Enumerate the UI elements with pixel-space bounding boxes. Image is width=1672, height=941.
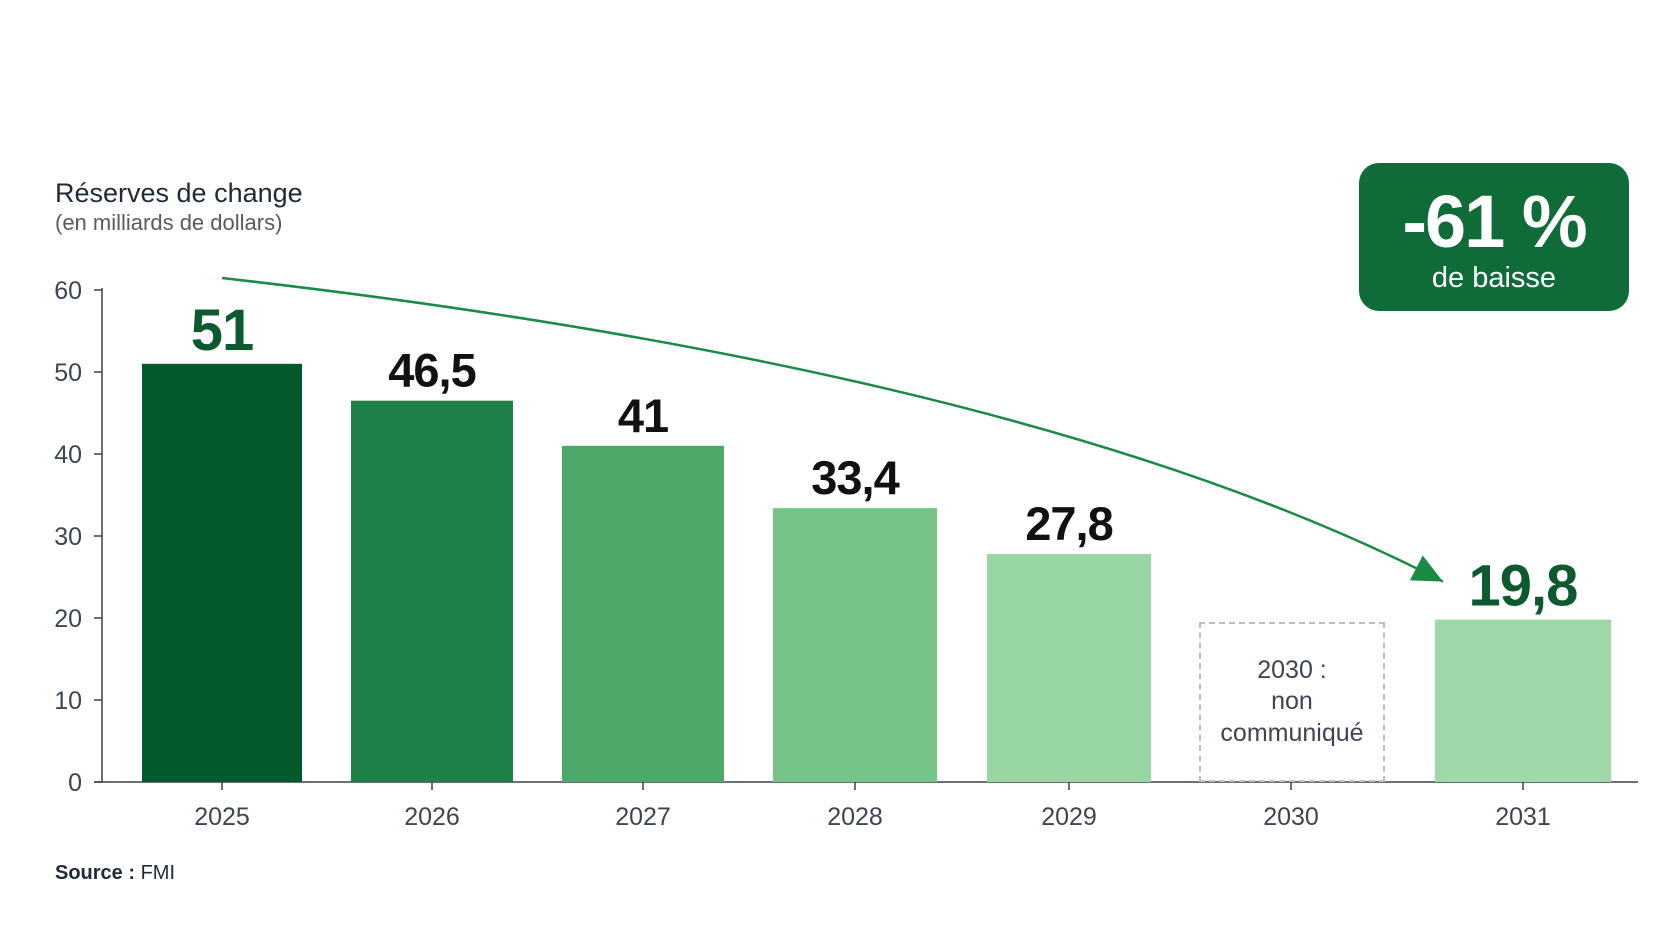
x-tick-label: 2031 <box>1495 803 1551 831</box>
bar-value-label: 27,8 <box>1025 497 1112 550</box>
bar-value-label: 46,5 <box>388 344 475 397</box>
decline-badge: -61 % de baisse <box>1359 163 1629 311</box>
x-tick-label: 2028 <box>827 803 883 831</box>
y-tick-label: 10 <box>54 687 82 715</box>
y-tick-label: 20 <box>54 605 82 633</box>
x-tick-label: 2030 <box>1263 803 1319 831</box>
trend-arrow-line <box>221 276 1444 583</box>
bar-value-label: 41 <box>618 389 668 442</box>
bar-value-label: 51 <box>191 298 254 363</box>
x-tick-label: 2027 <box>615 803 671 831</box>
bar <box>351 400 513 782</box>
missing-year-note-text: 2030 : non communiqué <box>1220 656 1364 747</box>
x-tick-label: 2026 <box>404 803 460 831</box>
y-tick-label: 40 <box>54 441 82 469</box>
chart-subtitle: (en milliards de dollars) <box>55 210 283 235</box>
y-tick-label: 30 <box>54 523 82 551</box>
decline-badge-value: -61 % <box>1402 180 1587 263</box>
bar-value-label: 19,8 <box>1469 554 1578 619</box>
y-tick-label: 60 <box>54 277 82 305</box>
x-tick-label: 2029 <box>1041 803 1097 831</box>
bar <box>142 363 302 782</box>
trend-arrow-head <box>1409 555 1443 582</box>
y-tick-label: 50 <box>54 359 82 387</box>
chart-title: Réserves de change <box>55 178 303 208</box>
missing-year-note: 2030 : non communiqué <box>1199 622 1385 782</box>
bar <box>562 445 724 782</box>
bar <box>987 554 1151 782</box>
decline-badge-label: de baisse <box>1431 262 1557 294</box>
source-text: FMI <box>140 862 176 884</box>
bar-value-label: 33,4 <box>811 451 899 504</box>
source-label: Source : <box>55 862 136 884</box>
source-note: Source : FMI <box>55 862 175 885</box>
bar <box>1435 619 1611 782</box>
x-tick-label: 2025 <box>194 803 250 831</box>
y-tick-label: 0 <box>68 769 82 797</box>
bar <box>773 508 937 782</box>
